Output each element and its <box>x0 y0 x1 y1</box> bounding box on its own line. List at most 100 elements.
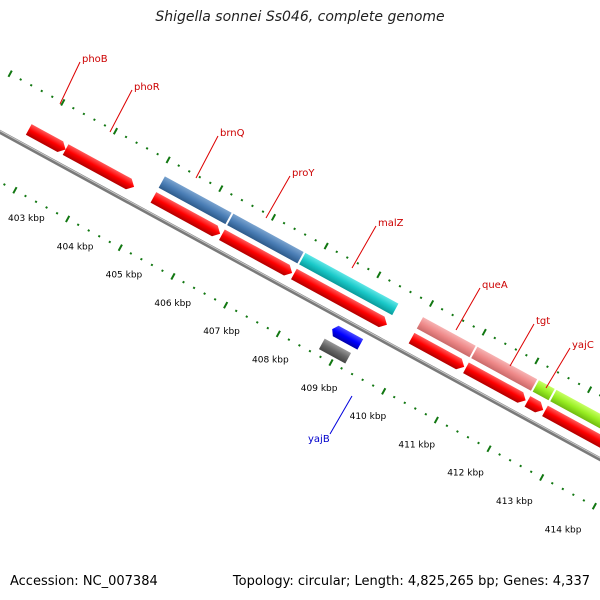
tick-mark <box>308 349 312 353</box>
tick-mark <box>361 378 364 382</box>
cds-feature[interactable] <box>219 229 295 278</box>
tick-mark <box>519 464 523 468</box>
tick-mark <box>539 473 545 482</box>
gene-label-yajB[interactable]: yajB <box>308 434 330 445</box>
tick-mark <box>97 234 101 238</box>
tick-mark <box>218 185 224 193</box>
tick-mark <box>561 487 565 491</box>
tick-mark <box>50 95 54 99</box>
tick-mark <box>266 326 270 330</box>
tick-mark <box>335 250 339 254</box>
label-leader <box>59 61 81 105</box>
tick-mark <box>413 407 417 410</box>
tick-mark <box>230 193 233 196</box>
tick-mark <box>24 194 27 198</box>
tick-mark <box>45 206 48 209</box>
tick-mark <box>71 106 75 110</box>
cds-feature[interactable] <box>463 362 528 406</box>
tick-mark <box>112 127 119 135</box>
tick-mark <box>12 186 18 194</box>
tick-mark <box>381 387 387 395</box>
gene-label-malZ[interactable]: malZ <box>378 218 404 229</box>
tick-mark <box>76 223 80 227</box>
tick-mark <box>203 292 206 296</box>
tick-mark <box>187 170 191 173</box>
tick-mark <box>323 242 329 250</box>
gene-yajC[interactable] <box>550 389 600 453</box>
gene-label-phoB[interactable]: phoB <box>82 54 108 65</box>
ruler-tick-label: 412 kbp <box>447 469 484 479</box>
cds-feature[interactable] <box>291 268 390 330</box>
gene-malZ[interactable] <box>299 252 399 316</box>
gene-label-brnQ[interactable]: brnQ <box>220 128 245 139</box>
tick-mark <box>345 256 349 259</box>
cds-feature[interactable] <box>524 396 547 415</box>
gene-label-proY[interactable]: proY <box>292 168 315 179</box>
tick-mark <box>3 183 6 186</box>
gene-label-queA[interactable]: queA <box>482 280 508 291</box>
label-leader <box>265 175 291 219</box>
tick-mark <box>223 301 229 309</box>
gene-label-tgt[interactable]: tgt <box>536 316 550 327</box>
tick-mark <box>409 290 412 294</box>
tick-mark <box>403 401 407 405</box>
accession-label: Accession: NC_007384 <box>10 574 158 589</box>
tick-mark <box>440 307 444 311</box>
outer-tick-ring <box>7 70 600 397</box>
tick-mark <box>93 118 96 122</box>
tick-mark <box>108 240 112 244</box>
gene-yajB-gray[interactable] <box>318 338 352 364</box>
ruler-tick-label: 413 kbp <box>496 497 533 507</box>
tick-mark <box>429 299 435 308</box>
cds-track <box>25 124 600 468</box>
cds-feature[interactable] <box>150 192 223 239</box>
gene-queA[interactable] <box>416 317 476 358</box>
tick-mark <box>245 315 249 318</box>
tick-mark <box>103 124 107 127</box>
tick-mark <box>486 445 492 453</box>
tick-mark <box>165 156 171 164</box>
tick-mark <box>508 458 512 462</box>
backbone-line <box>0 111 600 498</box>
tick-mark <box>350 372 354 376</box>
tick-mark <box>472 325 476 328</box>
gene-proY[interactable] <box>227 213 304 264</box>
tick-mark <box>591 502 597 510</box>
tick-mark <box>161 269 164 273</box>
label-leader <box>509 323 535 367</box>
ruler-tick-label: 414 kbp <box>545 525 582 535</box>
tick-mark <box>477 441 480 445</box>
gene-label-yajC[interactable]: yajC <box>572 340 594 351</box>
tick-mark <box>376 271 382 279</box>
tick-mark <box>150 263 154 267</box>
gene-label-phoR[interactable]: phoR <box>134 82 160 93</box>
tick-mark <box>461 319 465 323</box>
gene-tgt[interactable] <box>471 346 538 391</box>
cds-feature[interactable] <box>542 405 600 468</box>
tick-mark <box>261 210 265 213</box>
cds-feature[interactable] <box>62 144 137 192</box>
gene-brnQ[interactable] <box>158 176 232 225</box>
gene-yajC-small[interactable] <box>532 380 555 401</box>
gene-yajB[interactable] <box>329 324 364 350</box>
tick-mark <box>240 198 244 202</box>
tick-mark <box>82 112 86 116</box>
genome-summary: Topology: circular; Length: 4,825,265 bp… <box>232 574 590 589</box>
cds-feature[interactable] <box>408 332 467 372</box>
tick-mark <box>198 175 202 179</box>
tick-mark <box>451 313 454 317</box>
tick-mark <box>498 453 501 456</box>
cds-feature[interactable] <box>25 124 69 155</box>
ruler-tick-label: 405 kbp <box>106 271 143 281</box>
tick-mark <box>571 493 575 497</box>
tick-mark <box>40 89 44 93</box>
tick-mark <box>366 267 370 271</box>
map-title: Shigella sonnei Ss046, complete genome <box>155 9 445 25</box>
ruler-tick-label: 409 kbp <box>301 384 338 394</box>
tick-mark <box>598 394 600 397</box>
gene-labels: phoB phoR brnQ proY malZ queA tgt yajC y… <box>59 54 594 445</box>
tick-mark <box>177 164 181 168</box>
tick-mark <box>293 227 296 231</box>
tick-mark <box>140 257 143 261</box>
